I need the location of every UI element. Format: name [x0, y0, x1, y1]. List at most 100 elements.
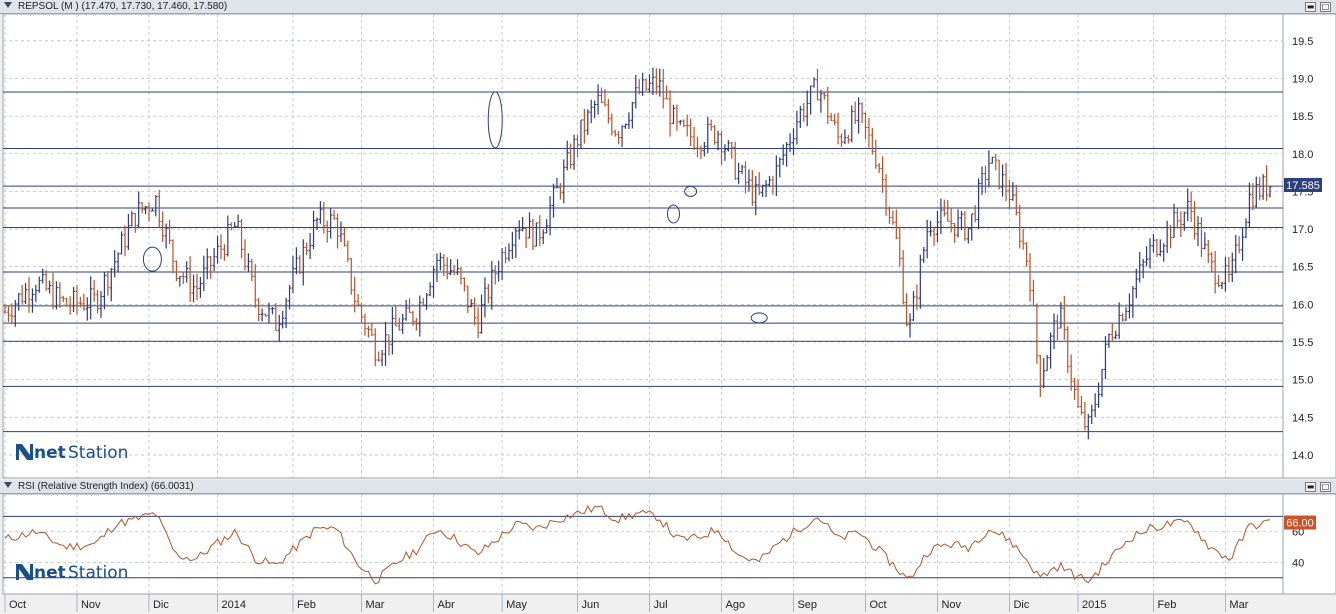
ohlc-bar: [58, 282, 62, 308]
price-panel-title: REPSOL (M ) (17.470, 17.730, 17.460, 17.…: [18, 1, 228, 12]
x-axis-label: Feb: [1157, 599, 1176, 611]
ohlc-bar: [959, 210, 963, 231]
ohlc-bar: [89, 276, 93, 320]
rsi-last-value-label: 66.00: [1286, 518, 1314, 530]
ohlc-bar: [243, 239, 247, 271]
ohlc-bar: [1261, 174, 1265, 200]
ohlc-bar: [785, 142, 789, 167]
ohlc-bar: [198, 276, 202, 298]
ohlc-bar: [610, 113, 614, 136]
ohlc-bar: [507, 243, 511, 262]
ohlc-bar: [1045, 354, 1049, 372]
collapse-arrow-icon[interactable]: [4, 2, 12, 8]
ohlc-bar: [1131, 286, 1135, 318]
ohlc-bar: [288, 284, 292, 310]
ohlc-bar: [1145, 246, 1149, 267]
ohlc-bar: [1227, 256, 1231, 283]
ohlc-bar: [589, 99, 593, 124]
ohlc-bar: [438, 252, 442, 271]
ohlc-bar: [274, 303, 278, 331]
ohlc-bar: [850, 105, 854, 143]
ohlc-bar: [977, 178, 981, 230]
ohlc-bar: [994, 153, 998, 171]
ohlc-bar: [905, 293, 909, 327]
ohlc-bar: [572, 134, 576, 170]
annotation-ellipse: [487, 91, 503, 149]
ohlc-bar: [966, 228, 970, 244]
ohlc-bar: [469, 299, 473, 308]
rsi-chart[interactable]: 40 60 66.00 net Station Oct Nov Dic 2014 Feb M…: [0, 494, 1336, 614]
ohlc-bar: [68, 296, 72, 315]
ohlc-bar: [1134, 268, 1138, 299]
ohlc-bar: [822, 92, 826, 100]
ohlc-bar: [1175, 207, 1179, 229]
ohlc-bar: [411, 310, 415, 326]
ohlc-bar: [181, 271, 185, 285]
ohlc-bar: [1114, 330, 1118, 340]
ohlc-bar: [219, 234, 223, 259]
ohlc-bar: [353, 276, 357, 313]
ohlc-bar: [963, 211, 967, 241]
ohlc-bar: [318, 201, 322, 224]
price-tick-label: 15.0: [1292, 375, 1313, 387]
ohlc-bar: [887, 206, 891, 224]
rsi-minimize-button[interactable]: ▬: [1305, 482, 1316, 492]
ohlc-bar: [815, 69, 819, 101]
ohlc-bar: [1258, 176, 1262, 201]
ohlc-bar: [617, 130, 621, 145]
price-tick-label: 16.5: [1292, 262, 1313, 274]
ohlc-bar: [116, 252, 120, 273]
ohlc-bar: [1254, 176, 1258, 208]
ohlc-bar: [1103, 336, 1107, 379]
netstation-logo: net Station: [16, 443, 128, 463]
ohlc-bar: [27, 276, 31, 313]
ohlc-bar: [408, 298, 412, 313]
ohlc-bar: [1193, 200, 1197, 240]
ohlc-bar: [747, 169, 751, 192]
ohlc-bar: [312, 210, 316, 250]
ohlc-bar: [44, 270, 48, 291]
netstation-logo-icon: [16, 444, 33, 460]
ohlc-bar: [1158, 239, 1162, 257]
ohlc-bar: [130, 211, 134, 227]
x-axis-label: Jul: [653, 599, 667, 611]
ohlc-bar: [870, 128, 874, 155]
ohlc-bar: [682, 119, 686, 128]
annotation-ellipse: [142, 246, 162, 272]
ohlc-bar: [637, 79, 641, 95]
ohlc-bar: [48, 280, 52, 294]
ohlc-bar: [61, 295, 65, 302]
ohlc-bar: [257, 297, 261, 322]
ohlc-bar: [264, 313, 268, 317]
ohlc-bar: [428, 282, 432, 297]
ohlc-bar: [1001, 164, 1005, 197]
ohlc-bar: [298, 255, 302, 275]
ohlc-bar: [586, 109, 590, 135]
x-axis-label: 2015: [1082, 599, 1106, 611]
ohlc-bar: [473, 297, 477, 326]
ohlc-bar: [99, 291, 103, 318]
ohlc-bar: [576, 135, 580, 158]
ohlc-bar: [72, 286, 76, 312]
ohlc-bar: [980, 166, 984, 195]
ohlc-bar: [1059, 301, 1063, 329]
minimize-button[interactable]: ▬: [1305, 2, 1316, 12]
ohlc-bar: [596, 84, 600, 115]
ohlc-bar: [270, 307, 274, 315]
ohlc-bar: [493, 265, 497, 285]
rsi-maximize-button[interactable]: □: [1320, 482, 1331, 492]
ohlc-bar: [147, 202, 151, 222]
ohlc-bar: [692, 126, 696, 151]
ohlc-bar: [613, 129, 617, 137]
ohlc-bar: [315, 217, 319, 231]
ohlc-bar: [644, 78, 648, 91]
ohlc-bar: [781, 144, 785, 165]
ohlc-bar: [1220, 281, 1224, 290]
rsi-collapse-arrow-icon[interactable]: [4, 482, 12, 488]
ohlc-bar: [983, 165, 987, 193]
ohlc-bar: [168, 219, 172, 244]
ohlc-bar: [1206, 239, 1210, 263]
maximize-button[interactable]: □: [1320, 2, 1331, 12]
ohlc-bar: [723, 144, 727, 161]
price-chart[interactable]: 14.014.515.015.516.016.517.017.518.018.5…: [0, 14, 1336, 480]
